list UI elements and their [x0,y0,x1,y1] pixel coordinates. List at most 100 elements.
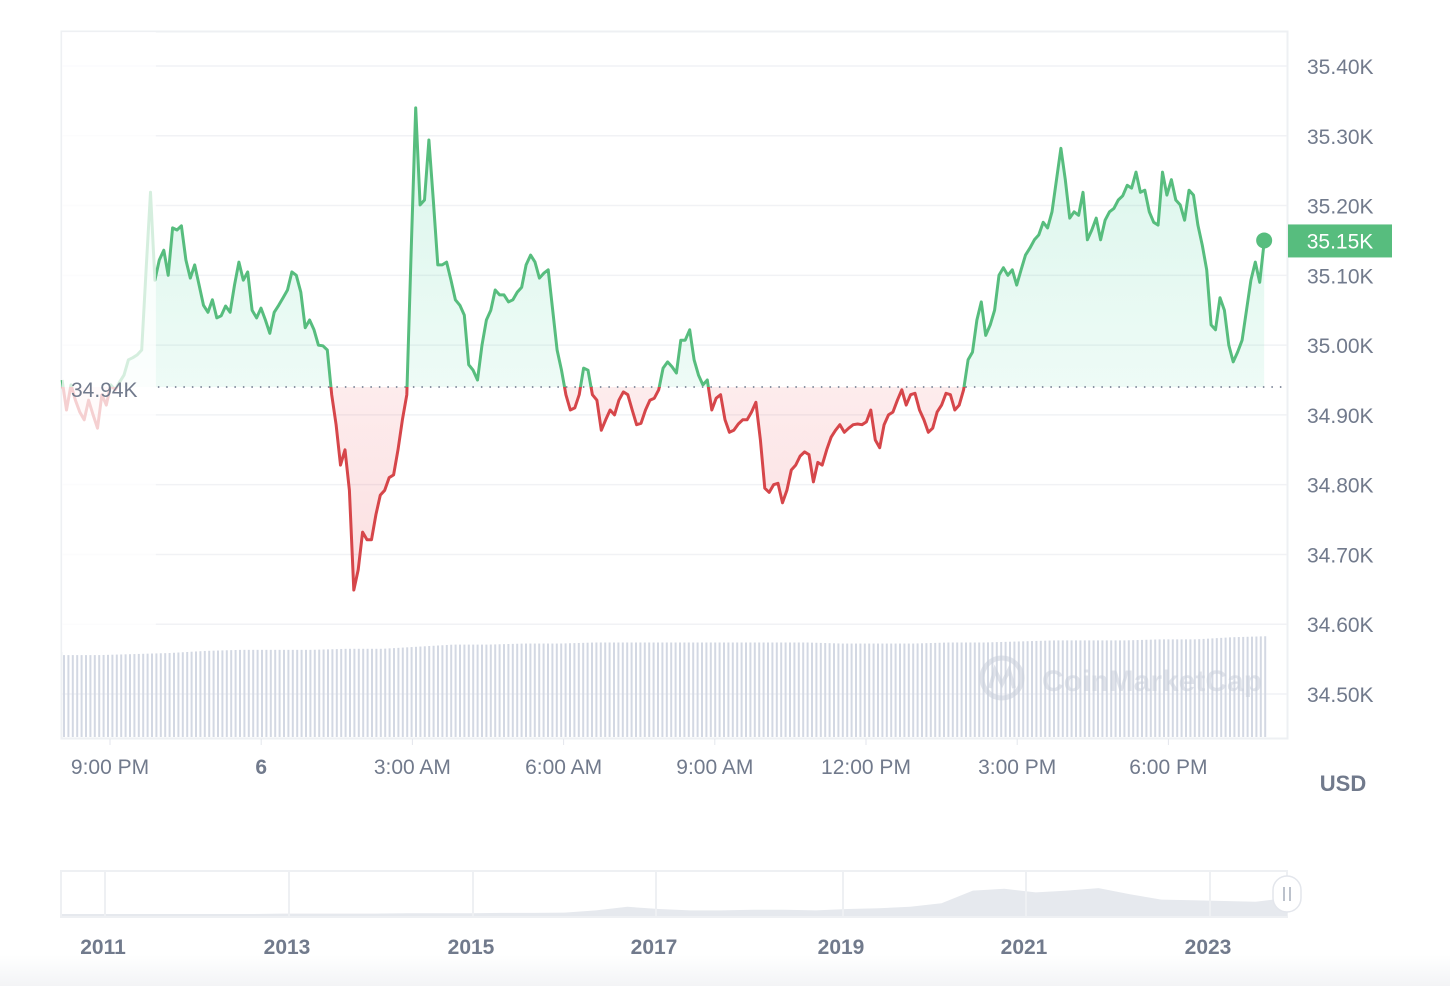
currency-label: USD [1320,771,1366,796]
volume-bar [1207,638,1209,737]
volume-bar [1026,641,1029,737]
volume-bar [925,643,928,737]
volume-bar [1202,638,1205,737]
volume-bar [190,651,193,737]
volume-bar [1220,637,1223,737]
volume-bar [630,642,633,737]
x-axis: 9:00 PM 6 3:00 AM 6:00 AM 9:00 AM 12:00 PM 3:0… [71,739,1208,779]
volume-bar [107,654,109,737]
volume-bar [80,655,83,737]
volume-bar [881,643,884,737]
volume-bar [199,651,202,737]
volume-bar [626,642,629,737]
volume-bar [467,644,470,737]
volume-bar [1088,640,1091,737]
volume-bar [1035,640,1038,737]
y-tick-label: 34.80K [1307,475,1374,498]
volume-bar [582,642,585,737]
volume-bar [454,644,457,737]
volume-bar [1009,641,1011,737]
volume-bar [542,643,545,737]
volume-bar [617,642,620,737]
volume-bar [283,649,285,737]
volume-bar [1229,637,1231,737]
volume-bar [63,655,65,737]
volume-bar [749,642,752,737]
volume-bar [929,643,932,737]
volume-bar [868,643,871,737]
volume-bar [1039,640,1042,737]
volume-bar [120,654,123,737]
volume-bar [397,647,400,737]
volume-bar [802,642,805,737]
volume-bar [1198,639,1201,737]
volume-bar [1158,639,1161,737]
volume-bar [670,642,673,737]
volume-bar [1251,636,1253,737]
volume-bar [863,643,866,737]
volume-bar [1048,640,1051,737]
volume-bar [463,644,466,737]
volume-bar [934,642,937,737]
price-lines [60,106,1266,592]
volume-bar [947,642,950,737]
volume-bar [674,642,677,737]
navigator-handle[interactable] [1272,875,1302,913]
volume-bar [1092,640,1095,737]
volume-bar [357,648,360,737]
volume-bar [793,642,796,737]
volume-bar [1185,639,1187,737]
y-tick-label: 35.10K [1307,265,1374,288]
volume-bar [476,644,479,737]
volume-bar [956,642,959,737]
volume-bar [679,642,681,737]
volume-bar [824,643,827,737]
volume-bar [410,647,413,737]
volume-bar [912,643,915,737]
volume-bar [1061,640,1064,737]
volume-bar [89,655,92,737]
volume-bar [146,653,149,737]
volume-bar [221,650,224,737]
range-navigator: 2011 2013 2015 2017 2019 2021 2023 [60,870,1288,959]
volume-bar [1004,641,1007,737]
volume-bar [155,653,158,737]
volume-bar [1154,639,1157,737]
volume-bar [115,654,118,737]
volume-bar [850,643,853,737]
volume-bar [1141,639,1143,737]
x-tick-label: 9:00 AM [676,756,753,779]
volume-bar [661,642,664,737]
volume-bar [340,648,343,737]
volume-bar [665,642,668,737]
volume-bar [261,649,263,737]
volume-bar [485,644,488,737]
volume-bar [225,650,228,737]
volume-bar [67,655,70,737]
volume-bar [151,653,153,737]
navigator-year-label: 2011 [80,936,126,959]
volume-bar [164,653,167,737]
volume-bar [1189,639,1192,737]
volume-bar [102,654,105,737]
volume-bar [401,647,404,737]
volume-bar [718,642,721,737]
volume-bar [239,649,241,737]
volume-bar [195,651,197,737]
y-tick-label: 35.20K [1307,196,1374,219]
volume-bar [1145,639,1148,737]
volume-bar [696,642,699,737]
volume-bar [1233,637,1236,737]
volume-bar [256,649,259,737]
volume-bar [335,649,338,737]
volume-bar [591,642,593,737]
price-areas [62,107,1265,590]
volume-bar [1132,640,1135,737]
volume-bar [137,653,140,737]
x-tick-label: 6:00 AM [525,756,602,779]
volume-bar [296,649,299,737]
volume-bar [1163,639,1165,737]
volume-bar [1136,640,1139,737]
volume-bar [1246,636,1249,737]
volume-bar [657,642,659,737]
